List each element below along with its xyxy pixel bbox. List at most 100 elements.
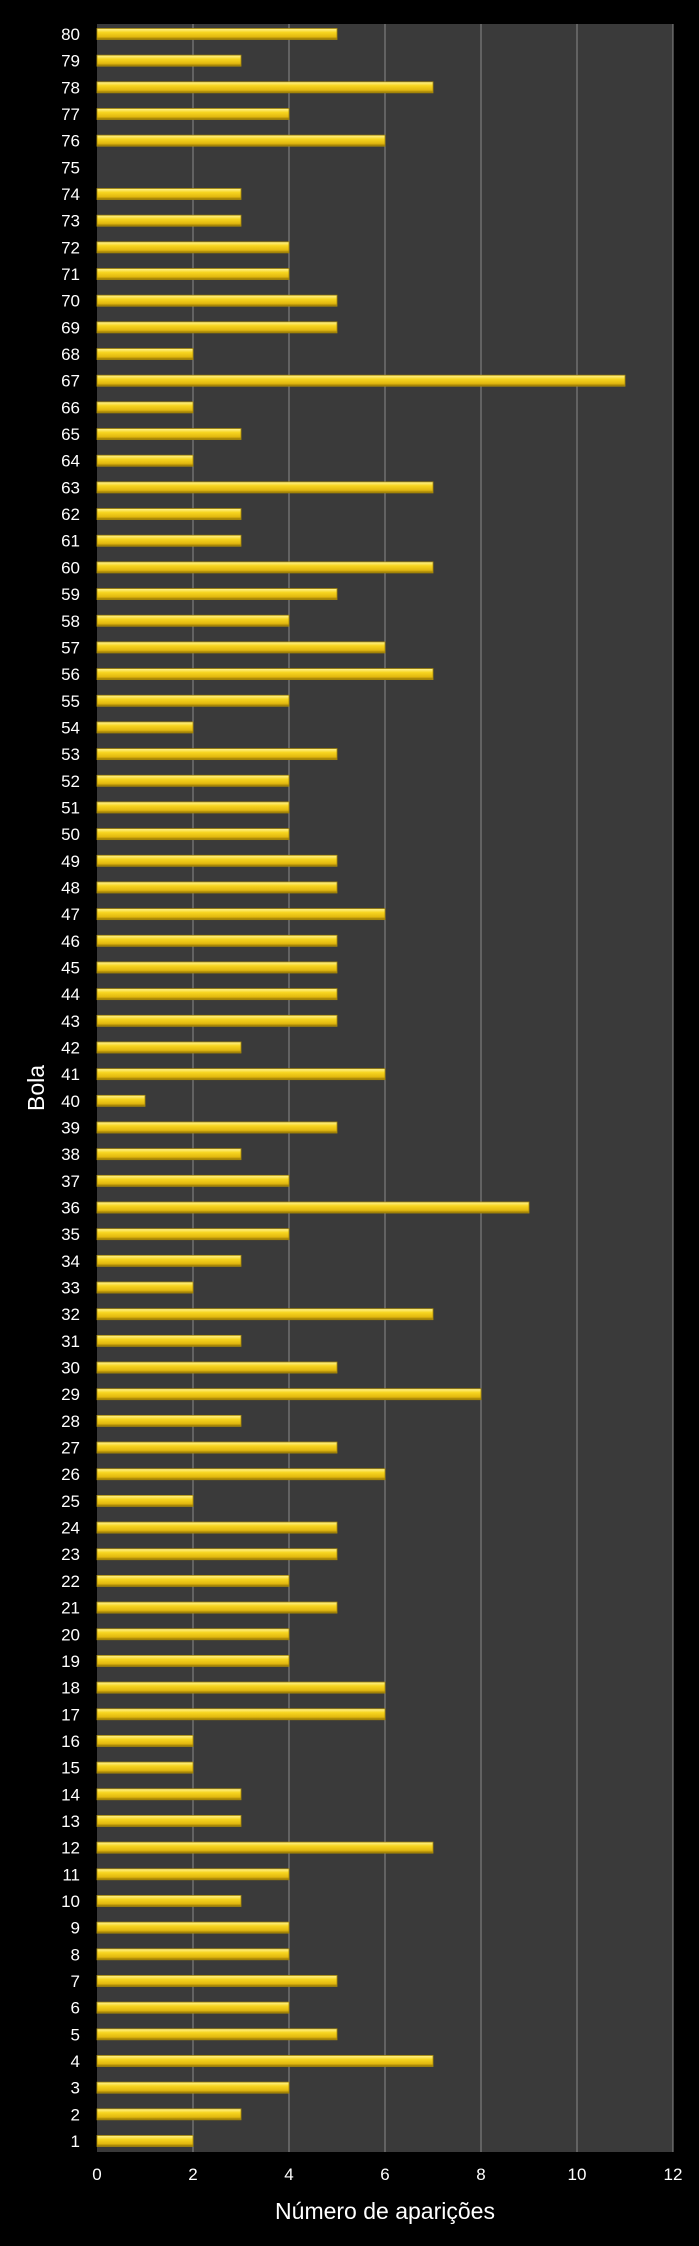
bar (96, 1788, 242, 1801)
bar (96, 1041, 242, 1054)
y-tick-label: 56 (61, 665, 80, 684)
bar (96, 294, 338, 307)
y-tick-label: 24 (61, 1519, 80, 1538)
bar (96, 1148, 242, 1161)
bar (96, 561, 434, 574)
y-tick-label: 36 (61, 1199, 80, 1218)
bar (96, 668, 434, 681)
bar (96, 1575, 290, 1587)
bar (96, 908, 386, 921)
bar (96, 268, 290, 280)
y-tick-label: 63 (61, 478, 80, 497)
y-tick-label: 32 (61, 1305, 80, 1324)
bar (96, 214, 242, 227)
y-tick-label: 54 (61, 718, 80, 737)
bar (96, 54, 242, 67)
y-tick-label: 51 (61, 798, 80, 817)
y-tick-label: 39 (61, 1119, 80, 1138)
y-tick-label: 38 (61, 1145, 80, 1164)
bar (96, 1068, 386, 1081)
y-tick-label: 52 (61, 772, 80, 791)
bar (96, 134, 386, 147)
y-tick-label: 68 (61, 345, 80, 364)
y-tick-label: 53 (61, 745, 80, 764)
bar (96, 2135, 194, 2147)
y-tick-label: 31 (61, 1332, 80, 1351)
bar (96, 108, 290, 120)
y-tick-label: 40 (61, 1092, 80, 1111)
y-tick-label: 69 (61, 318, 80, 337)
bar (96, 1281, 194, 1294)
bar (96, 1735, 194, 1747)
y-tick-label: 47 (61, 905, 80, 924)
y-tick-label: 17 (61, 1705, 80, 1724)
y-tick-label: 45 (61, 958, 80, 977)
y-tick-label: 3 (71, 2079, 80, 2098)
bar (96, 801, 290, 814)
y-tick-label: 65 (61, 425, 80, 444)
bar (96, 2028, 338, 2041)
y-tick-label: 77 (61, 105, 80, 124)
y-tick-label: 61 (61, 532, 80, 551)
y-tick-label: 19 (61, 1652, 80, 1671)
y-tick-label: 64 (61, 452, 80, 471)
x-tick-label: 12 (664, 2165, 683, 2184)
y-tick-label: 49 (61, 852, 80, 871)
y-tick-label: 33 (61, 1279, 80, 1298)
bar (96, 1548, 338, 1561)
y-tick-label: 2 (71, 2105, 80, 2124)
bar (96, 428, 242, 440)
bar (96, 881, 338, 894)
bar (96, 2108, 242, 2121)
bar (96, 1628, 290, 1641)
y-tick-label: 30 (61, 1359, 80, 1378)
y-tick-label: 80 (61, 25, 80, 44)
bar (96, 588, 338, 600)
y-tick-label: 26 (61, 1465, 80, 1484)
y-tick-label: 18 (61, 1679, 80, 1698)
x-tick-label: 2 (188, 2165, 197, 2184)
y-tick-label: 22 (61, 1572, 80, 1591)
y-tick-label: 57 (61, 638, 80, 657)
bar (96, 454, 194, 467)
x-tick-label: 0 (92, 2165, 101, 2184)
bar (96, 828, 290, 841)
bar (96, 481, 434, 494)
y-tick-label: 13 (61, 1812, 80, 1831)
y-tick-label: 4 (71, 2052, 80, 2071)
y-tick-label: 66 (61, 398, 80, 417)
bar (96, 721, 194, 734)
bar (96, 1201, 530, 1214)
bar (96, 401, 194, 414)
bar (96, 321, 338, 334)
y-tick-label: 16 (61, 1732, 80, 1751)
y-tick-label: 46 (61, 932, 80, 951)
bar (96, 508, 242, 520)
x-tick-label: 10 (568, 2165, 587, 2184)
bar (96, 2055, 434, 2067)
y-tick-label: 29 (61, 1385, 80, 1404)
y-tick-label: 70 (61, 292, 80, 311)
bar (96, 1895, 242, 1907)
bar (96, 1948, 290, 1961)
y-tick-label: 23 (61, 1545, 80, 1564)
bar (96, 1094, 146, 1107)
y-tick-label: 78 (61, 78, 80, 97)
y-tick-label: 6 (71, 1999, 80, 2018)
y-tick-label: 62 (61, 505, 80, 524)
bar (96, 1361, 338, 1374)
bar (96, 961, 338, 974)
bar (96, 534, 242, 547)
bar (96, 1521, 338, 1534)
y-tick-label: 48 (61, 878, 80, 897)
y-tick-label: 35 (61, 1225, 80, 1244)
bar (96, 1494, 194, 1507)
bar (96, 2081, 290, 2094)
y-tick-label: 59 (61, 585, 80, 604)
bar (96, 1174, 290, 1187)
y-tick-label: 76 (61, 132, 80, 151)
y-tick-label: 10 (61, 1892, 80, 1911)
y-tick-label: 71 (61, 265, 80, 284)
x-tick-label: 6 (380, 2165, 389, 2184)
